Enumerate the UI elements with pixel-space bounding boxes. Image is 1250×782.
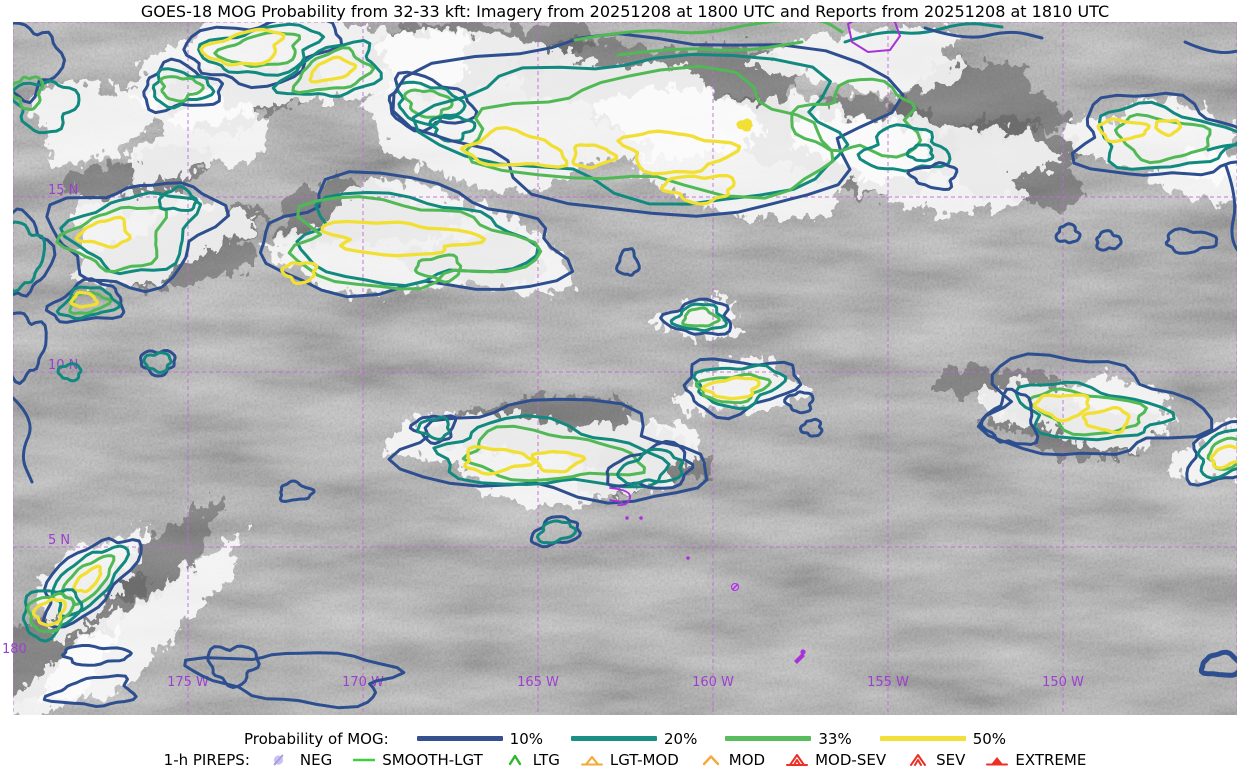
mog-50-label: 50% <box>972 729 1007 748</box>
sev-pirep-icon <box>910 753 927 766</box>
legend-item-ltg: LTG <box>504 751 560 769</box>
neg-label: NEG <box>299 750 333 769</box>
mod-pirep-icon <box>702 754 719 765</box>
mog-20-line-swatch <box>571 736 658 741</box>
mog-50-line-swatch <box>879 736 966 741</box>
mog-probability-legend: Probability of MOG: 10% 20% 33% 50% <box>0 730 1250 748</box>
ltg-pirep-icon <box>508 754 521 765</box>
grid-label: 15 N <box>48 183 78 198</box>
grid-label: 160 W <box>692 675 734 690</box>
grid-label: 175 W <box>167 675 209 690</box>
mog-contour-layer <box>13 22 1237 710</box>
pirep-marker-dot <box>625 516 629 520</box>
mog-20-label: 20% <box>664 729 698 748</box>
legend-item-neg: NEG <box>271 751 332 769</box>
grid-label: 150 W <box>1042 675 1084 690</box>
extreme-pirep-icon <box>986 756 1009 765</box>
pirep-legend-title: 1-h PIREPS: <box>163 750 250 769</box>
grid-label: 155 W <box>867 675 909 690</box>
pirep-marker-glyph <box>794 649 806 664</box>
lgt-mod-label: LGT-MOD <box>609 750 679 769</box>
legend-item-50pct: 50% <box>879 729 1007 748</box>
legend-item-10pct: 10% <box>416 729 544 748</box>
mog-legend-title: Probability of MOG: <box>243 729 389 748</box>
mod-label: MOD <box>728 750 766 769</box>
legend-item-mod: MOD <box>700 751 765 769</box>
legend-item-extreme: EXTREME <box>986 751 1086 769</box>
grid-label: 165 W <box>517 675 559 690</box>
mog-33-label: 33% <box>818 729 852 748</box>
legend: Probability of MOG: 10% 20% 33% 50% 1-h … <box>0 716 1250 782</box>
mog-10-label: 10% <box>509 729 544 748</box>
neg-pirep-icon <box>273 754 284 765</box>
legend-item-lgt-mod: LGT-MOD <box>580 750 679 769</box>
extreme-label: EXTREME <box>1015 750 1087 769</box>
pirep-markers-layer <box>609 487 806 664</box>
pirep-marker-neg <box>731 583 739 591</box>
mod-sev-pirep-icon <box>786 753 809 766</box>
grid-label: 180 <box>2 642 27 657</box>
legend-item-33pct: 33% <box>725 729 852 748</box>
pirep-legend: 1-h PIREPS: NEG SMOOTH-LGT LTG LGT-MOD M… <box>0 751 1250 769</box>
mod-sev-label: MOD-SEV <box>815 750 887 769</box>
sev-label: SEV <box>936 750 966 769</box>
smooth-lgt-pirep-icon <box>353 758 376 761</box>
smooth-lgt-label: SMOOTH-LGT <box>382 750 483 769</box>
grid-label: 170 W <box>342 675 384 690</box>
ltg-label: LTG <box>532 750 560 769</box>
legend-item-20pct: 20% <box>571 730 697 748</box>
legend-item-smooth-lgt: SMOOTH-LGT <box>353 751 483 769</box>
legend-item-mod-sev: MOD-SEV <box>786 751 886 769</box>
legend-item-sev: SEV <box>907 751 965 769</box>
lgt-mod-pirep-icon <box>580 755 603 766</box>
pirep-marker-dot <box>686 556 690 560</box>
page-title: GOES-18 MOG Probability from 32-33 kft: … <box>140 2 1110 21</box>
mog-10-line-swatch <box>416 736 503 741</box>
pirep-marker-arc <box>609 487 632 507</box>
mog-33-line-swatch <box>725 736 812 741</box>
grid-label: 5 N <box>48 533 70 548</box>
pirep-marker-dot <box>639 516 643 520</box>
